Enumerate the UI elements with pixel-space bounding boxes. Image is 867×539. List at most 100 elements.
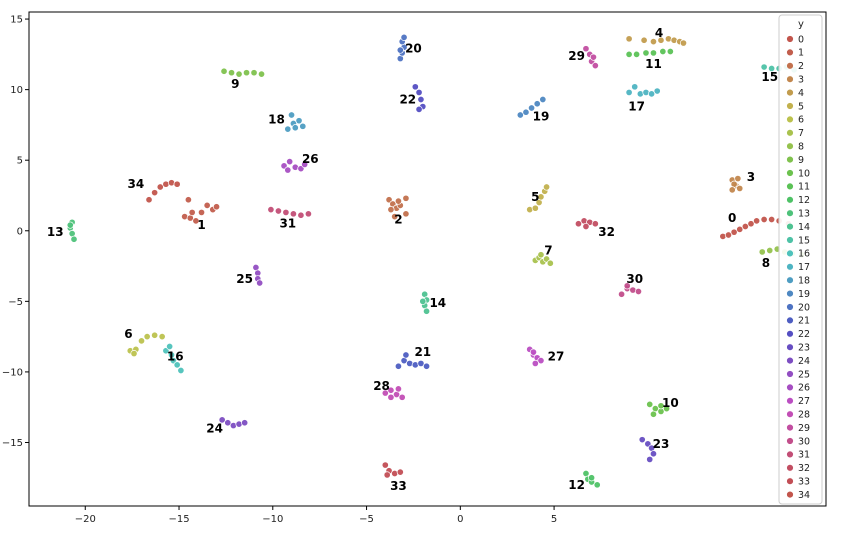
data-point <box>387 206 395 214</box>
cluster-29 <box>582 45 599 70</box>
y-axis: −15 −10 −5 0 5 10 15 <box>2 15 29 449</box>
cluster-label-25: 25 <box>236 272 253 286</box>
data-point <box>417 359 425 367</box>
data-point <box>663 405 671 413</box>
data-point <box>646 400 654 408</box>
cluster-label-1: 1 <box>197 218 205 232</box>
legend-entry: 1 <box>798 48 804 59</box>
data-point <box>70 235 78 243</box>
data-point <box>766 246 774 255</box>
data-point <box>286 158 294 166</box>
legend-marker <box>786 102 794 110</box>
cluster-label-13: 13 <box>47 225 64 239</box>
cluster-label-3: 3 <box>747 170 755 184</box>
legend-marker <box>786 182 794 191</box>
legend-entry: 5 <box>798 101 804 112</box>
data-point <box>591 220 599 228</box>
data-point <box>394 197 402 205</box>
data-point <box>758 248 766 256</box>
legend-entry: 2 <box>798 61 804 72</box>
data-point <box>582 45 590 53</box>
data-point <box>173 180 181 188</box>
data-point <box>398 393 406 401</box>
cluster-27 <box>526 345 545 367</box>
legend-entry: 22 <box>798 329 810 340</box>
data-point <box>284 125 292 133</box>
data-point <box>419 297 427 305</box>
data-point <box>241 419 249 427</box>
legend-entry: 30 <box>798 436 810 447</box>
legend-marker <box>786 356 794 365</box>
data-point <box>529 348 538 356</box>
data-point <box>423 362 431 370</box>
legend-marker <box>786 464 794 472</box>
cluster-16 <box>162 342 185 375</box>
legend-marker <box>786 397 794 405</box>
legend-entry: 29 <box>798 423 810 434</box>
cluster-label-12: 12 <box>568 478 585 492</box>
data-point <box>304 210 312 218</box>
legend-box <box>778 14 823 505</box>
data-point <box>297 211 305 219</box>
cluster-label-28: 28 <box>373 379 390 393</box>
legend-marker <box>786 75 794 83</box>
data-point <box>396 46 404 54</box>
legend-entry: 10 <box>798 168 810 179</box>
legend: y 01234567891011121314151617181920212223… <box>778 14 823 505</box>
legend-marker <box>786 450 794 459</box>
data-point <box>274 207 282 215</box>
data-point <box>301 160 309 168</box>
legend-marker <box>786 330 794 338</box>
cluster-6 <box>126 331 166 358</box>
cluster-17 <box>625 83 661 98</box>
legend-marker <box>786 370 794 378</box>
y-tick-label: 10 <box>10 85 23 96</box>
data-point <box>267 206 275 214</box>
y-tick-label: −10 <box>2 367 23 378</box>
cluster-label-21: 21 <box>414 345 431 359</box>
data-point <box>591 62 599 70</box>
data-point <box>173 361 181 369</box>
legend-marker <box>786 410 794 418</box>
data-point <box>197 208 206 216</box>
legend-entry: 28 <box>798 410 810 421</box>
legend-marker <box>786 196 794 204</box>
data-point <box>625 50 633 58</box>
data-point <box>531 204 539 212</box>
legend-marker <box>786 35 794 43</box>
data-point <box>649 450 658 458</box>
legend-entry: 6 <box>798 115 804 126</box>
data-point <box>631 83 639 91</box>
data-point <box>295 117 303 125</box>
data-point <box>659 47 667 56</box>
data-point <box>574 220 583 228</box>
cluster-label-31: 31 <box>279 217 296 231</box>
cluster-7 <box>531 251 554 267</box>
cluster-28 <box>381 385 406 401</box>
data-point <box>537 357 545 365</box>
data-point <box>625 35 633 43</box>
legend-marker <box>786 303 794 311</box>
data-point <box>730 228 738 236</box>
cluster-label-34: 34 <box>128 177 145 191</box>
data-point <box>741 222 749 231</box>
legend-marker <box>786 62 794 70</box>
legend-marker <box>786 263 794 271</box>
data-point <box>212 203 221 211</box>
data-point <box>402 194 410 202</box>
data-points <box>66 33 806 489</box>
cluster-18 <box>284 111 307 133</box>
cluster-label-15: 15 <box>761 70 778 84</box>
cluster-9 <box>220 67 266 78</box>
data-point <box>224 419 232 427</box>
x-tick-label: 5 <box>551 514 557 525</box>
cluster-5 <box>526 183 551 214</box>
y-tick-label: 0 <box>17 226 23 237</box>
cluster-label-18: 18 <box>268 112 285 126</box>
cluster-33 <box>381 461 404 479</box>
legend-entry: 8 <box>798 142 804 153</box>
legend-marker <box>786 236 794 244</box>
legend-entry: 15 <box>798 235 810 246</box>
legend-marker <box>786 142 794 150</box>
